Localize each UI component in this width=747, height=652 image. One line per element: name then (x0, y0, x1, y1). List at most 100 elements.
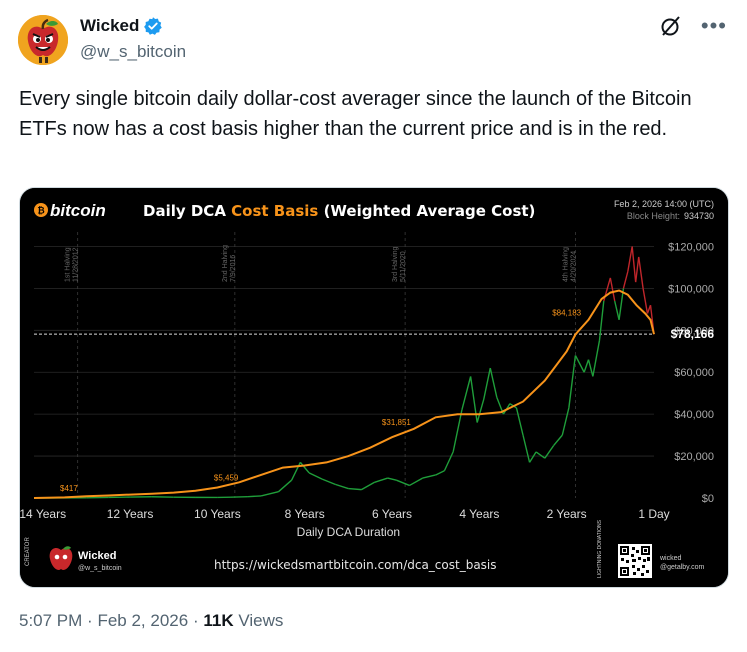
price-series-segment (443, 451, 454, 472)
tweet-date[interactable]: Feb 2, 2026 (97, 611, 189, 630)
cost-basis-annotation: $31,851 (382, 418, 411, 427)
footer-handle: @w_s_bitcoin (78, 565, 122, 572)
block-height: Block Height: 934730 (627, 211, 714, 221)
price-series-segment (515, 407, 524, 436)
price-series-segment (230, 495, 248, 498)
current-price-label: $78,166 (671, 327, 715, 341)
price-series-segment (483, 367, 491, 400)
price-series-segment (622, 271, 629, 289)
price-series-segment (528, 451, 537, 463)
price-series-segment (361, 481, 375, 491)
price-series-segment (609, 277, 616, 302)
price-series-segment (278, 479, 293, 493)
halving-label: 1st Halving (65, 247, 72, 282)
cost-basis-annotation: $84,183 (552, 309, 581, 318)
price-series-segment (335, 483, 349, 490)
price-series-segment (544, 445, 555, 459)
tweet-text: Every single bitcoin daily dollar-cost a… (19, 88, 692, 140)
y-tick-label: $120,000 (668, 241, 714, 253)
price-series-segment (348, 487, 362, 491)
price-series-segment (631, 246, 637, 283)
price-series-segment (614, 300, 620, 320)
footer-url: https://wickedsmartbitcoin.com/dca_cost_… (214, 558, 497, 572)
price-series-segment (422, 474, 436, 479)
meta-separator: · (87, 611, 93, 630)
halving-label: 2nd Halving (222, 245, 229, 282)
cost-basis-line (33, 289, 655, 499)
price-series-segment (260, 491, 279, 497)
price-series-segment (522, 434, 531, 463)
cost-basis-annotation: $417 (60, 484, 78, 493)
price-series-segment (642, 288, 649, 314)
price-series-segment (618, 288, 625, 320)
x-tick-label: 1 Day (638, 507, 669, 521)
price-series-segment (574, 355, 585, 373)
price-series-segment (247, 495, 262, 498)
x-tick-label: 6 Years (372, 507, 412, 521)
svg-text:₿: ₿ (37, 206, 44, 216)
author-name-row[interactable]: Wicked (80, 16, 163, 36)
price-series-segment (321, 478, 336, 486)
price-series-segment (387, 477, 397, 481)
halving-date: 5/11/2020 (400, 251, 407, 282)
lightning-qr-code-icon (618, 544, 652, 578)
tweet-time[interactable]: 5:07 PM (19, 611, 83, 630)
views-count: 11K (203, 611, 234, 630)
halving-label: 3rd Halving (392, 246, 399, 282)
price-series-segment (409, 477, 423, 487)
y-tick-label: $80,000 (674, 325, 714, 337)
footer-lightning-address-2: @getalby.com (660, 564, 704, 571)
grok-icon[interactable] (659, 14, 683, 38)
chart-date: Feb 2, 2026 14:00 (UTC) (614, 199, 714, 209)
price-series-segment (634, 256, 640, 283)
halving-date: 11/28/2012 (73, 247, 80, 282)
meta-separator: · (192, 611, 199, 630)
author-display-name[interactable]: Wicked (80, 16, 140, 35)
halving-label: 4th Halving (562, 247, 569, 282)
halving-date: 7/9/2016 (230, 255, 237, 282)
price-series-segment (476, 399, 485, 423)
price-series-segment (638, 256, 644, 289)
price-series-segment (452, 409, 463, 453)
price-series-segment (587, 359, 594, 377)
halving-date: 4/20/2024 (570, 251, 577, 282)
author-handle[interactable]: @w_s_bitcoin (80, 42, 187, 61)
price-series-segment (561, 407, 570, 436)
x-tick-label: 14 Years (20, 507, 66, 521)
more-options-icon[interactable]: ••• (700, 13, 727, 38)
price-series-segment (308, 472, 323, 480)
price-series-segment (598, 300, 605, 341)
price-series-segment (396, 479, 410, 487)
price-series-segment (374, 477, 388, 483)
price-series-segment (553, 434, 563, 447)
footer-name: Wicked (78, 550, 116, 562)
x-axis-title: Daily DCA Duration (297, 525, 400, 539)
y-tick-label: $60,000 (674, 367, 714, 379)
bitcoin-logo-text: bitcoin (50, 201, 106, 220)
dca-cost-basis-chart: ₿ bitcoin Daily DCA Cost Basis (Weighted… (20, 188, 728, 587)
x-tick-label: 10 Years (194, 507, 241, 521)
x-tick-label: 12 Years (107, 507, 154, 521)
tweet-meta: 5:07 PM · Feb 2, 2026 · 11K Views (19, 611, 283, 631)
footer-avatar-icon (49, 546, 73, 570)
y-tick-label: $40,000 (674, 409, 714, 421)
price-series-segment (489, 367, 498, 398)
apple-mascot-icon (18, 15, 68, 65)
price-series-segment (627, 246, 633, 272)
chart-title: Daily DCA Cost Basis (Weighted Average C… (143, 202, 535, 220)
verified-badge-icon (144, 17, 163, 35)
y-tick-label: $20,000 (674, 451, 714, 463)
x-tick-label: 4 Years (459, 507, 499, 521)
price-series-segment (535, 451, 546, 459)
price-series-segment (461, 376, 472, 411)
price-series-segment (299, 461, 310, 474)
price-series-segment (583, 359, 590, 373)
avatar[interactable] (18, 15, 68, 65)
footer-lightning-label: LIGHTNING DONATIONS (597, 519, 603, 578)
footer-creator-label: CREATOR (25, 537, 31, 566)
y-tick-label: $0 (702, 493, 714, 505)
cost-basis-annotation: $5,459 (214, 474, 239, 483)
bitcoin-logo-icon (34, 203, 48, 217)
x-tick-label: 2 Years (547, 507, 587, 521)
tweet-media-image[interactable]: ₿ bitcoin Daily DCA Cost Basis (Weighted… (19, 187, 729, 588)
